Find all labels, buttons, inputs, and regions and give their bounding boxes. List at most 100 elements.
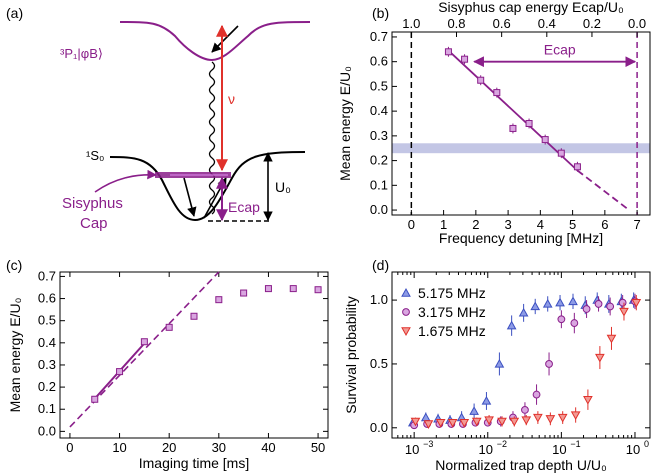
x-axis-label: Frequency detuning [MHz] <box>439 230 603 246</box>
x-tick-label: 10 <box>112 440 126 455</box>
top-tick-label: 1.0 <box>402 16 420 31</box>
panel-c-label: (c) <box>6 257 22 273</box>
data-point <box>116 368 124 376</box>
data-point <box>595 353 605 363</box>
data-point <box>606 334 617 344</box>
fit-line-dashed <box>69 271 220 428</box>
y-tick-label: 0.1 <box>38 401 56 416</box>
x-tick-exponent: −3 <box>423 439 433 449</box>
legend-marker <box>402 308 410 316</box>
nu-label: ν <box>228 91 235 107</box>
data-point <box>314 286 322 294</box>
legend-marker <box>401 287 411 297</box>
y-tick-label: 0.6 <box>370 54 388 69</box>
top-tick-label: 0.0 <box>628 16 646 31</box>
data-point <box>509 417 520 427</box>
ground-state-potential <box>109 151 306 222</box>
data-point <box>555 297 565 307</box>
data-point <box>582 305 591 313</box>
panel-a-label: (a) <box>6 5 23 21</box>
x-tick-label: 4 <box>537 217 544 232</box>
top-tick-label: 0.6 <box>493 16 511 31</box>
data-point <box>447 418 458 428</box>
x-tick-label: 1 <box>440 217 447 232</box>
x-tick-label: 10 <box>626 442 640 457</box>
data-point <box>477 76 485 84</box>
x-tick-label: 10 <box>479 442 493 457</box>
y-tick-label: 0.0 <box>38 423 56 438</box>
data-point <box>481 395 492 405</box>
y-tick-label: 0.7 <box>370 29 388 44</box>
data-point <box>469 406 479 415</box>
y-tick-label: 0.0 <box>370 202 388 217</box>
data-point <box>557 413 568 423</box>
legend-label: 3.175 MHz <box>418 304 486 320</box>
data-point <box>570 411 581 421</box>
y-axis-label: Mean energy E/U₀ <box>7 297 23 412</box>
x-tick-exponent: −1 <box>570 439 580 449</box>
data-point <box>484 416 494 426</box>
y-tick-label: 0.5 <box>38 313 56 328</box>
legend-label: 1.675 MHz <box>418 323 486 339</box>
data-point <box>444 48 452 56</box>
u0-label: U₀ <box>275 179 291 195</box>
top-axis-label: Sisyphus cap energy Ecap/U₀ <box>438 0 624 15</box>
panel-a-schematic: (a) ³P₁|φB⟩ ¹S₀ ν Sisyphus Cap Ecap U₀ <box>6 5 311 232</box>
data-point <box>420 412 431 422</box>
data-point <box>459 418 470 428</box>
excited-state-label: ³P₁|φB⟩ <box>60 46 103 61</box>
data-point <box>165 323 173 331</box>
y-tick-label: 0.2 <box>38 379 56 394</box>
y-tick-label: 0.4 <box>38 335 56 350</box>
y-tick-label: 0.7 <box>38 268 56 283</box>
data-point <box>140 338 148 346</box>
legend-label: 5.175 MHz <box>418 285 486 301</box>
plot-frame <box>59 271 329 439</box>
y-tick-label: 0.5 <box>370 78 388 93</box>
x-tick-exponent: −2 <box>497 439 507 449</box>
y-axis-label: Survival probability <box>343 296 359 414</box>
data-point <box>583 395 593 405</box>
data-point <box>264 285 272 293</box>
sisyphus-cap-pointer <box>94 169 157 193</box>
y-tick-label: 0.0 <box>370 420 388 435</box>
data-point <box>631 298 642 308</box>
panel-d-label: (d) <box>372 257 389 273</box>
panel-b-label: (b) <box>372 5 389 21</box>
x-tick-label: 30 <box>212 440 226 455</box>
data-point <box>573 163 581 171</box>
data-point <box>541 136 549 144</box>
fit-line-solid <box>447 49 579 172</box>
fit-line-dashed <box>576 169 630 211</box>
x-axis-label: Imaging time [ms] <box>139 455 249 471</box>
x-tick-exponent: 0 <box>644 439 649 449</box>
data-point <box>545 360 553 368</box>
x-tick-label: 3 <box>504 217 511 232</box>
y-tick-label: 0.5 <box>370 356 388 371</box>
data-point <box>509 124 517 132</box>
data-point <box>532 390 541 399</box>
data-point <box>568 296 578 306</box>
data-point <box>494 358 505 368</box>
y-tick-label: 0.3 <box>370 128 388 143</box>
data-point <box>215 296 223 304</box>
y-tick-label: 0.1 <box>370 177 388 192</box>
y-tick-label: 0.4 <box>370 103 388 118</box>
data-point <box>506 320 517 330</box>
data-point <box>530 301 541 311</box>
data-point <box>618 298 627 307</box>
data-point <box>619 307 629 317</box>
top-tick-label: 0.8 <box>447 16 465 31</box>
x-tick-label: 20 <box>162 440 176 455</box>
data-point <box>545 415 556 424</box>
y-tick-label: 0.2 <box>370 153 388 168</box>
data-point <box>521 416 532 426</box>
panel-d-chart: (d) 10 −3 10 −2 10 −1 10 0 0.0 0.5 1.0 Normalized tr… <box>343 257 651 473</box>
data-point <box>557 149 565 157</box>
data-point <box>521 406 529 414</box>
ground-state-label: ¹S₀ <box>86 148 104 163</box>
data-point <box>594 300 603 308</box>
panel-c-chart: (c) 0 10 20 30 40 50 0.0 0.1 0.2 0.3 0.4 0.5 0.6 0.7 Im… <box>6 257 329 471</box>
excited-state-potential <box>119 21 311 62</box>
data-point <box>533 413 543 423</box>
